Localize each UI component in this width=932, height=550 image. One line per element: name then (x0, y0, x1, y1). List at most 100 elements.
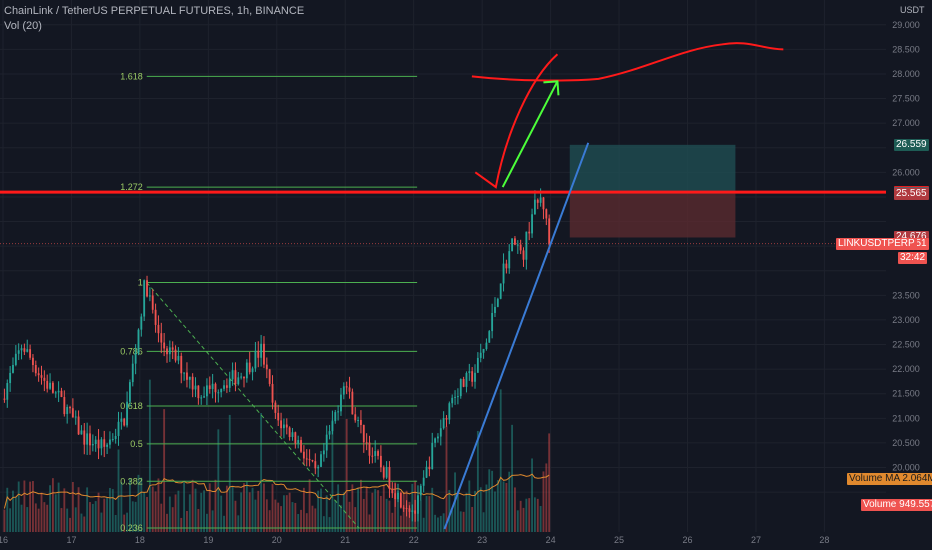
candle-body (32, 357, 34, 366)
volume-bar (334, 500, 337, 532)
candle-body (308, 458, 311, 461)
candle-body (533, 199, 536, 215)
time-axis: 16 17 18 19 20 21 22 23 24 25 26 27 28 (0, 535, 829, 545)
volume-bar (237, 515, 240, 532)
volume-bar (496, 480, 499, 532)
candle-body (542, 197, 545, 210)
candle-body (388, 466, 391, 490)
volume-bar (166, 513, 168, 532)
candle-body (86, 433, 89, 445)
candle-body (26, 349, 29, 352)
candle-body (459, 379, 462, 397)
volume-bar (231, 485, 234, 532)
candle-body (522, 250, 525, 260)
volume-bar (394, 482, 397, 532)
candle-body (151, 295, 154, 310)
candle-body (291, 432, 294, 437)
candle-body (137, 329, 140, 353)
volume-bar (100, 512, 103, 532)
candle-body (123, 418, 126, 426)
volume-bar (46, 504, 49, 532)
candle-body (205, 385, 208, 397)
volume-bar (51, 478, 54, 532)
volume-bar (6, 487, 9, 532)
price-tick-label: 22.000 (892, 364, 920, 374)
candle-body (425, 466, 428, 478)
volume-bar (103, 498, 106, 532)
price-tick-label: 23.500 (892, 290, 920, 300)
volume-bar (163, 409, 166, 532)
red-swing-arrow (474, 53, 559, 189)
volume-bar (146, 496, 148, 532)
volume-bar (542, 471, 545, 532)
volume-bar (225, 485, 228, 532)
candle-body (525, 231, 528, 260)
candle-body (342, 386, 345, 395)
volume-bar (77, 487, 80, 532)
volume-bar (471, 506, 474, 532)
volume-bar (26, 507, 29, 532)
candle-body (274, 402, 277, 413)
candle-body (91, 444, 94, 446)
candle-body (428, 466, 431, 470)
volume-bar (194, 488, 197, 532)
chart-title: ChainLink / TetherUS PERPETUAL FUTURES, … (4, 5, 305, 17)
candle-body (419, 485, 422, 496)
volume-bar (545, 463, 548, 532)
candle-body (245, 362, 248, 379)
candle-body (254, 350, 257, 369)
volume-bar (191, 479, 194, 532)
candle-body (211, 383, 214, 390)
candle-body (488, 331, 491, 343)
candle-body (545, 209, 548, 219)
candle-body (126, 401, 128, 426)
candle-body (325, 434, 328, 451)
candle-body (377, 451, 379, 456)
candle-body (29, 349, 32, 358)
candle-body (354, 414, 357, 421)
volume-bar (456, 490, 459, 532)
candle-body (357, 419, 360, 421)
volume-bar (485, 484, 488, 532)
candle-body (69, 407, 71, 409)
candle-body (285, 424, 288, 428)
candle-body (314, 461, 317, 469)
price-tick-label: 29.000 (892, 20, 920, 30)
volume-bar (342, 492, 345, 532)
candle-body (188, 376, 191, 380)
volume-bar (148, 379, 151, 532)
volume-bar (57, 482, 60, 532)
candle-body (248, 362, 251, 373)
volume-badge: Volume 949.557K (861, 499, 932, 511)
candle-body (49, 382, 51, 389)
candle-body (482, 349, 485, 353)
time-tick-label: 22 (409, 535, 419, 545)
volume-bar (434, 514, 437, 532)
candle-body (454, 396, 456, 398)
candle-body (111, 438, 114, 440)
candle-body (508, 251, 511, 269)
candle-body (385, 466, 388, 478)
volume-bar (291, 502, 294, 532)
volume-bar (203, 490, 205, 532)
time-tick-label: 26 (682, 535, 692, 545)
candle-body (43, 377, 46, 381)
candle-body (531, 214, 533, 234)
volume-bar (365, 486, 368, 532)
price-label-stop: 25.565 (894, 187, 929, 200)
volume-bar (43, 502, 46, 532)
volume-bar (94, 501, 97, 532)
volume-bar (29, 481, 32, 532)
candle-body (451, 397, 454, 404)
volume-bar (533, 497, 536, 532)
volume-bar (223, 515, 225, 532)
candle-body (160, 333, 163, 343)
volume-bar (200, 492, 203, 532)
volume-bar (111, 489, 114, 532)
time-tick-label: 20 (272, 535, 282, 545)
candle-body (12, 364, 14, 373)
volume-bar (17, 481, 20, 532)
symbol-badge: LINKUSDTPERP (836, 237, 917, 250)
candle-body (94, 439, 97, 445)
